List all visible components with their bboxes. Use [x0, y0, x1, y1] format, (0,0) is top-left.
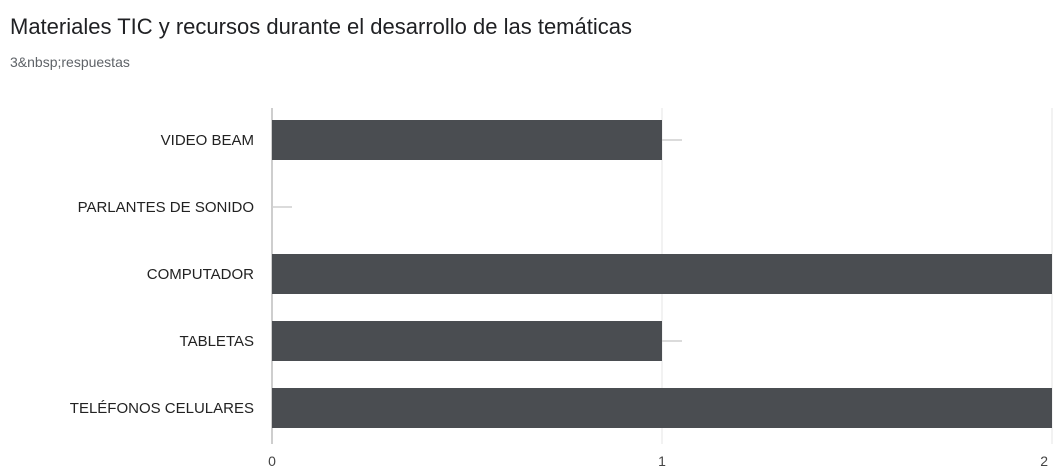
x-tick-label: 1 — [658, 453, 666, 469]
bar — [272, 388, 1052, 428]
response-count: 3&nbsp;respuestas — [10, 54, 130, 70]
bar — [272, 120, 662, 160]
category-label: VIDEO BEAM — [161, 132, 254, 149]
bar — [272, 321, 662, 361]
category-label: COMPUTADOR — [147, 266, 254, 283]
category-label: PARLANTES DE SONIDO — [78, 199, 254, 216]
x-tick-label: 0 — [268, 453, 276, 469]
x-tick-label: 2 — [1040, 453, 1048, 469]
bar — [272, 254, 1052, 294]
category-label: TABLETAS — [180, 333, 254, 350]
chart-title: Materiales TIC y recursos durante el des… — [10, 14, 632, 39]
category-label: TELÉFONOS CELULARES — [70, 400, 254, 417]
